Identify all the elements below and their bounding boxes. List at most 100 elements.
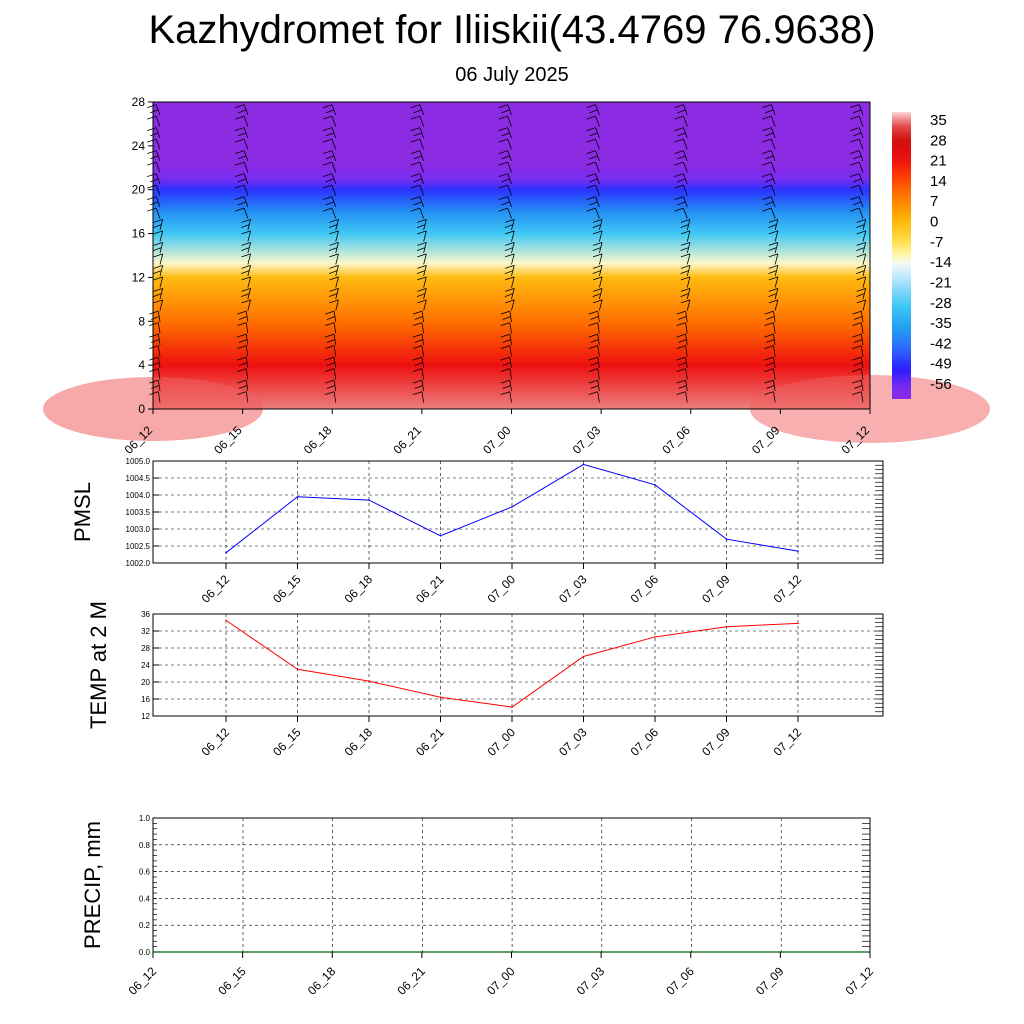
wind-barb: [413, 132, 422, 137]
wind-barb: [159, 299, 164, 311]
wind-barb: [773, 345, 776, 357]
wind-barb: [858, 162, 864, 173]
wind-barb: [329, 241, 339, 246]
wind-barb: [768, 299, 778, 304]
y-tick-label: 1003.5: [126, 508, 151, 517]
wind-barb: [677, 178, 686, 183]
wind-barb: [770, 116, 776, 127]
wind-barb: [862, 276, 867, 288]
wind-barb: [860, 322, 864, 334]
wind-barb: [674, 127, 684, 132]
wind-barb: [501, 109, 510, 114]
wind-barb: [854, 385, 863, 389]
wind-barb: [860, 368, 864, 380]
y-tick-label: 1004.5: [126, 474, 151, 483]
wind-barb: [597, 345, 600, 357]
wind-barb: [850, 104, 860, 109]
wind-barb: [412, 368, 423, 373]
wind-barb: [507, 208, 512, 219]
wind-barb: [234, 207, 245, 212]
wind-barb: [768, 293, 777, 298]
wind-barb: [852, 322, 862, 327]
wind-barb: [157, 334, 161, 346]
wind-barb: [762, 207, 772, 212]
wind-barb: [850, 150, 860, 155]
wind-barb: [155, 139, 161, 150]
wind-barb: [850, 127, 860, 132]
wind-barb: [856, 253, 866, 258]
wind-barb: [157, 391, 161, 403]
wind-barb: [676, 333, 686, 338]
wind-barb: [413, 201, 422, 206]
wind-barb: [677, 132, 686, 137]
wind-barb: [417, 218, 427, 223]
precip-panel: 0.0 0.2 0.4 0.6 0.8 1.0 06_12 06_15 06_18 06_21 07…: [80, 814, 876, 998]
wind-barb: [410, 196, 420, 201]
colorbar-label: -28: [930, 295, 952, 312]
wind-barb: [241, 253, 251, 258]
x-tick-label: 06_21: [413, 572, 447, 606]
wind-barb: [765, 178, 774, 183]
wind-barb: [147, 150, 157, 155]
wind-barb: [153, 253, 163, 258]
wind-barb: [149, 345, 159, 350]
wind-barb: [774, 253, 779, 265]
wind-barb: [147, 138, 157, 143]
wind-barb: [592, 218, 603, 223]
wind-barb: [762, 161, 772, 166]
wind-barb: [683, 162, 688, 173]
wind-barb: [674, 104, 684, 109]
wind-barb: [856, 287, 866, 292]
wind-barb: [149, 178, 159, 183]
wind-barb: [586, 115, 596, 120]
wind-barb: [155, 116, 161, 127]
data-point: [725, 538, 728, 540]
wind-barb: [324, 333, 335, 338]
y-tick-label: 0.0: [139, 948, 151, 957]
y-tick-label: 1002.5: [126, 542, 151, 551]
wind-barb: [598, 265, 603, 277]
wind-barb: [590, 362, 599, 366]
y-tick-label: 16: [132, 227, 146, 241]
wind-barb: [683, 116, 688, 127]
data-point: [797, 550, 799, 552]
x-tick-label: 07_03: [556, 572, 590, 606]
wind-barb: [764, 333, 774, 338]
wind-barb: [592, 230, 603, 235]
wind-barb: [766, 362, 775, 366]
wind-barb: [597, 322, 600, 334]
data-point: [439, 696, 442, 699]
colorbar-label: 21: [930, 153, 947, 170]
colorbar-label: 28: [930, 132, 947, 149]
wind-barb: [331, 162, 337, 173]
wind-barb: [147, 115, 157, 120]
wind-barb: [674, 161, 684, 166]
wind-barb: [498, 138, 508, 143]
wind-barb: [325, 178, 335, 183]
wind-barb: [149, 132, 159, 137]
wind-barb: [586, 207, 596, 212]
y-tick-label: 32: [141, 627, 150, 636]
wind-barb: [335, 288, 339, 300]
wind-barb: [157, 380, 161, 392]
wind-barb: [592, 293, 601, 298]
wind-barb: [850, 138, 860, 143]
wind-barb: [768, 224, 777, 229]
wind-barb: [505, 264, 515, 269]
wind-barb: [153, 218, 163, 223]
chart-title: Kazhydromet for Iliiskii(43.4769 76.9638…: [148, 8, 876, 52]
wind-barb: [234, 104, 245, 109]
wind-barb: [676, 391, 686, 396]
wind-barb: [588, 345, 598, 350]
wind-barb: [598, 253, 603, 265]
wind-barb: [159, 230, 164, 242]
wind-barb: [331, 185, 337, 196]
wind-barb: [153, 287, 163, 292]
wind-barb: [685, 322, 688, 334]
wind-barb: [234, 115, 245, 120]
wind-barb: [412, 345, 423, 350]
wind-barb: [592, 299, 603, 304]
colorbar-label: -35: [930, 315, 952, 332]
wind-barb: [247, 230, 251, 242]
wind-barb: [149, 356, 159, 361]
